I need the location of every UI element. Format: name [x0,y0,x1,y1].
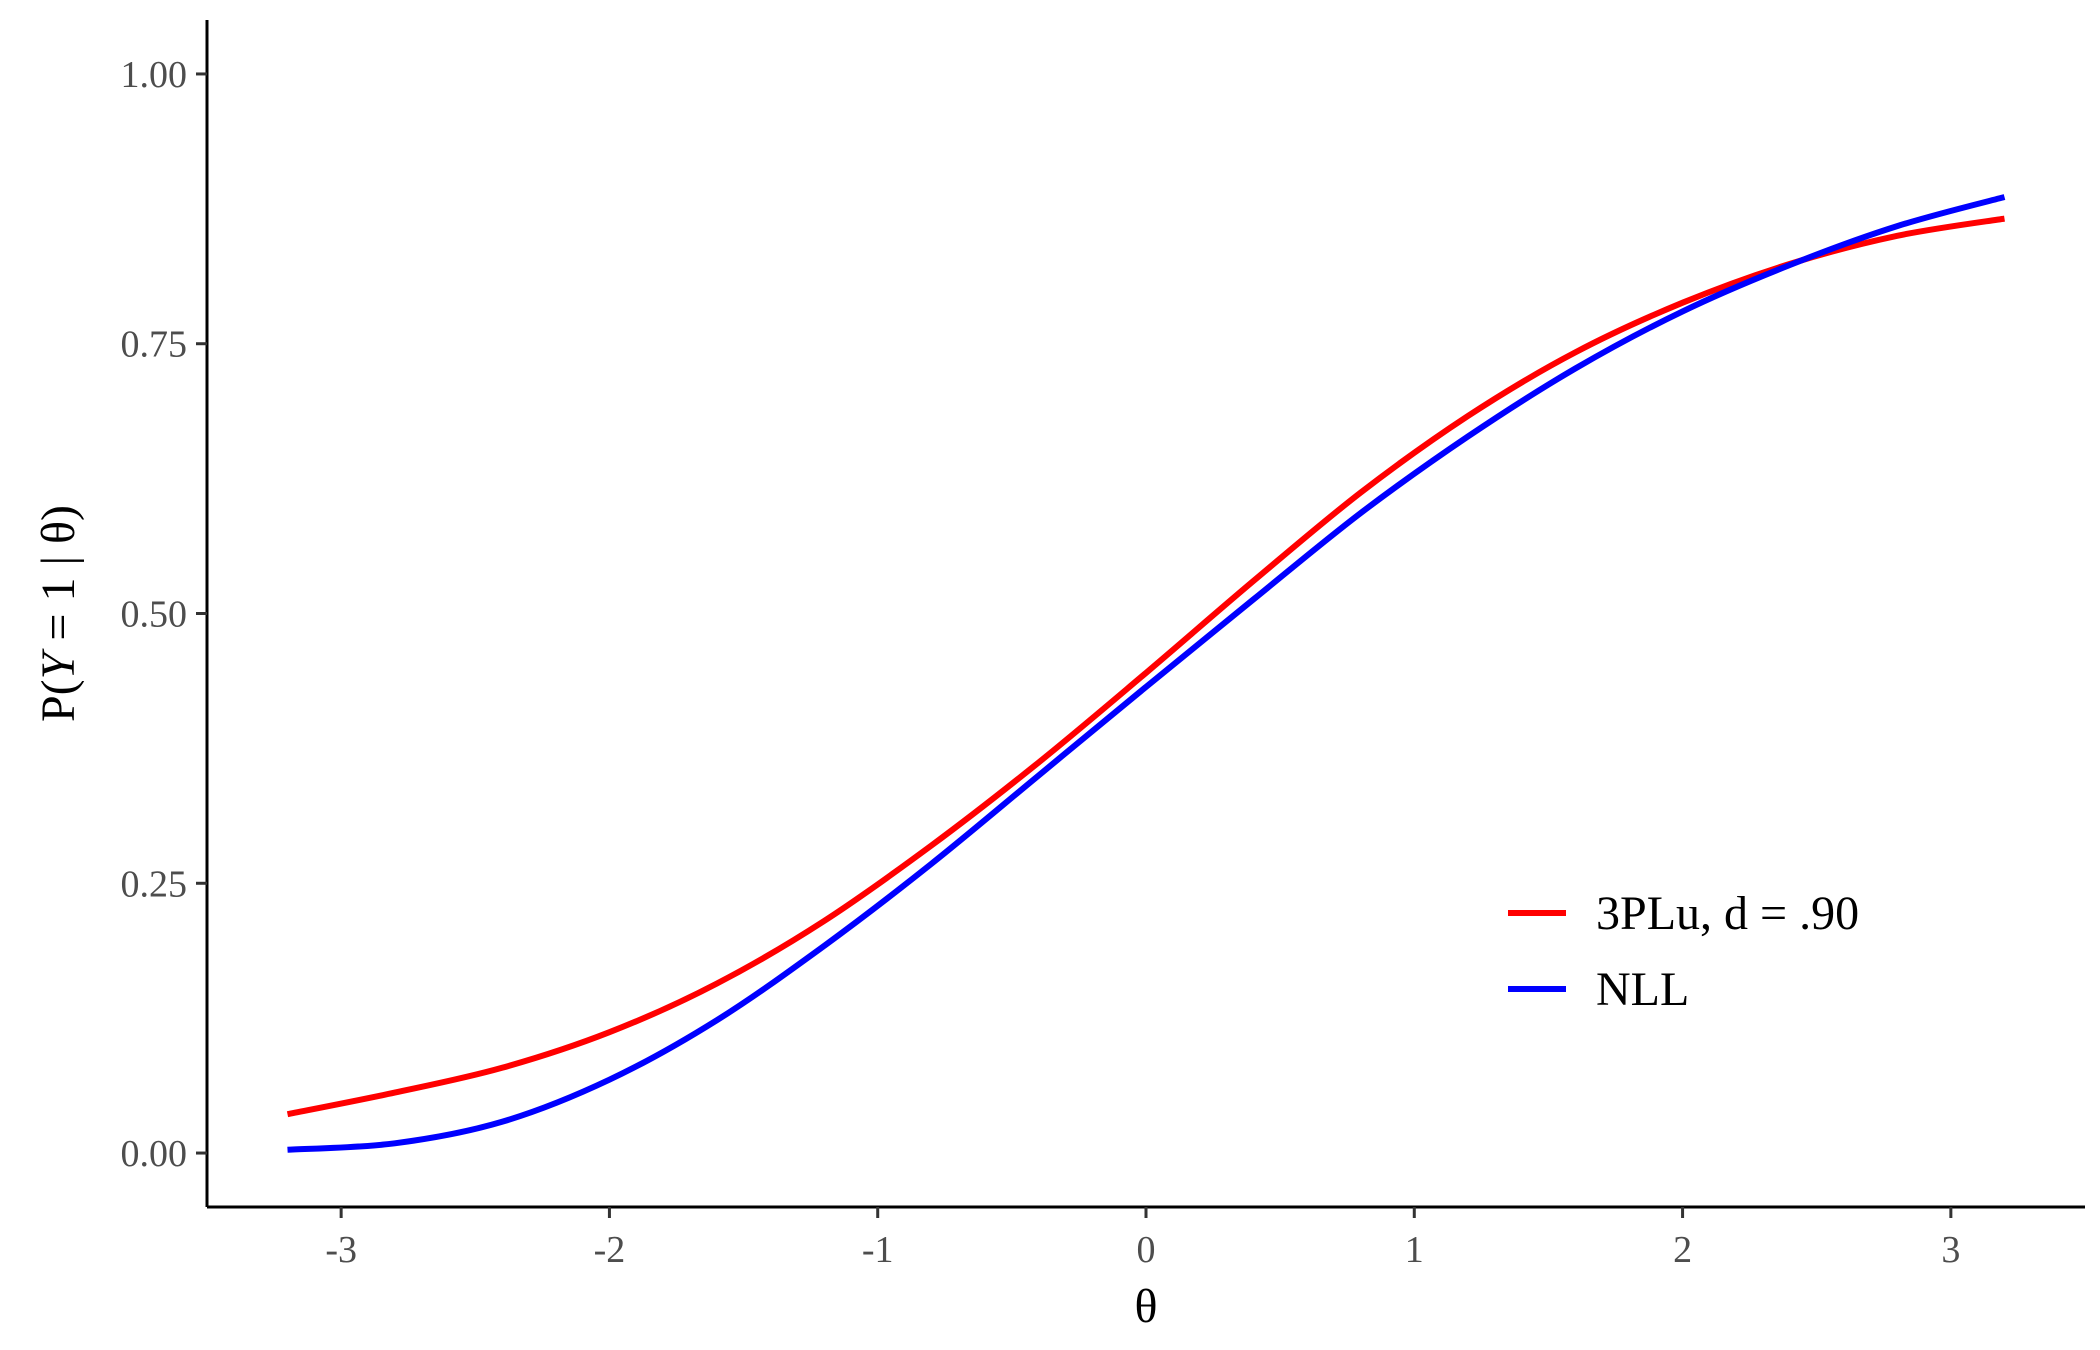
legend-label: 3PLu, d = .90 [1596,887,1859,940]
x-tick-label: 1 [1405,1229,1424,1271]
y-axis-title-suffix: = 1 | θ) [32,505,85,653]
axes [205,20,2085,1209]
x-axis-ticks: -3 -2 -1 0 1 2 3 [325,1207,1960,1271]
series-line-nll [287,194,2006,1153]
x-axis-title: θ [1135,1280,1158,1333]
series-line-3plu [286,215,2005,1118]
x-tick-label: -2 [594,1229,626,1271]
y-tick-label: 0.00 [121,1133,188,1175]
plot-area [286,194,2006,1153]
legend: 3PLu, d = .90 NLL [1508,887,1859,1016]
y-axis-title-prefix: P( [32,679,85,722]
x-tick-label: 3 [1941,1229,1960,1271]
y-tick-label: 0.50 [121,594,188,636]
x-tick-label: -3 [325,1229,357,1271]
legend-label: NLL [1596,963,1689,1016]
y-axis-title-variable: Y [32,648,85,679]
y-axis-title: P(Y = 1 | θ) [32,505,85,722]
y-tick-label: 0.75 [121,324,188,366]
x-tick-label: -1 [862,1229,894,1271]
x-tick-label: 2 [1673,1229,1692,1271]
y-axis-ticks: 0.00 0.25 0.50 0.75 1.00 [121,54,207,1175]
y-tick-label: 0.25 [121,863,188,905]
x-tick-label: 0 [1137,1229,1156,1271]
y-tick-label: 1.00 [121,54,188,96]
